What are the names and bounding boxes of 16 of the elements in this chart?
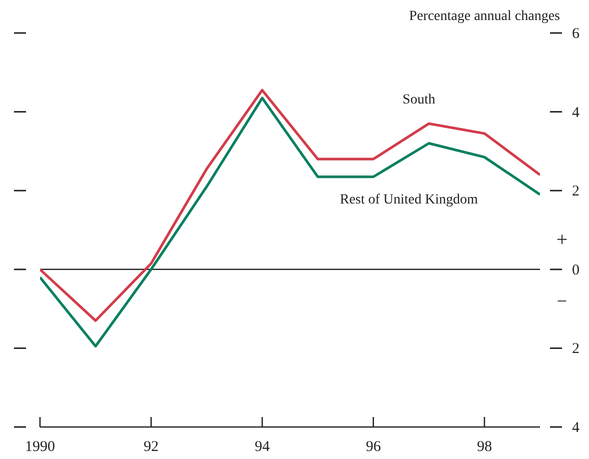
series-label: South bbox=[402, 92, 436, 108]
x-tick-label: 1990 bbox=[25, 439, 55, 455]
x-tick-label: 96 bbox=[366, 439, 382, 455]
text: + bbox=[556, 228, 568, 251]
x-tick-label: 94 bbox=[254, 439, 270, 455]
y-tick-label: 2 bbox=[572, 341, 580, 358]
y-tick-label: 2 bbox=[572, 184, 580, 200]
text: − bbox=[556, 290, 568, 311]
series-label: Rest of United Kingdom bbox=[340, 192, 478, 208]
y-tick-label: 6 bbox=[572, 26, 580, 42]
y-tick-label: 4 bbox=[572, 420, 580, 436]
y-tick-label: 0 bbox=[572, 262, 580, 278]
y-axis-title: Percentage annual changes bbox=[409, 9, 560, 24]
x-tick-label: 98 bbox=[476, 439, 492, 455]
y-tick-label: 4 bbox=[572, 104, 580, 121]
x-tick-label: 92 bbox=[144, 439, 159, 455]
